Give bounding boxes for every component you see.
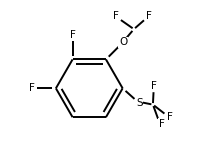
Text: F: F: [29, 83, 35, 93]
Text: F: F: [70, 30, 75, 40]
Text: F: F: [113, 11, 119, 21]
Text: F: F: [159, 119, 164, 129]
Text: S: S: [136, 98, 143, 108]
Text: F: F: [146, 11, 152, 21]
Text: O: O: [119, 37, 127, 47]
Text: F: F: [151, 81, 157, 91]
Text: F: F: [167, 112, 173, 122]
